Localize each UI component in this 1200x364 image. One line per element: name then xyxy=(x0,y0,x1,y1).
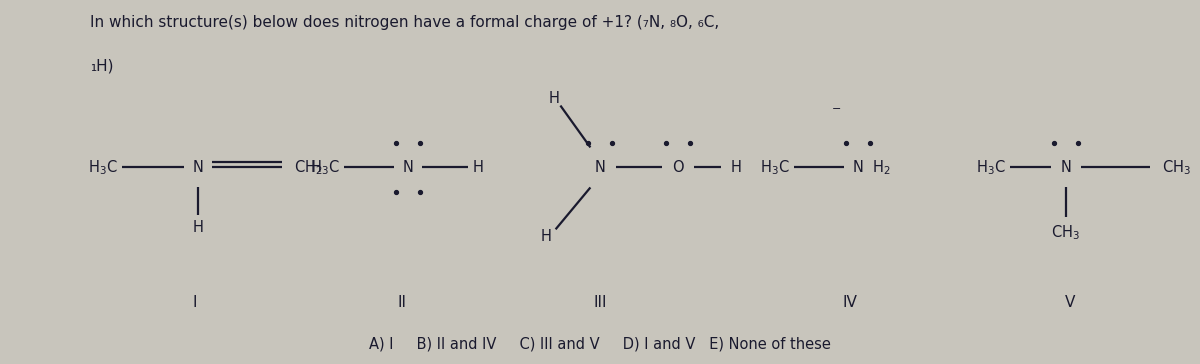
Text: H: H xyxy=(192,220,204,235)
Text: A) I     B) II and IV     C) III and V     D) I and V   E) None of these: A) I B) II and IV C) III and V D) I and … xyxy=(370,336,830,352)
Text: II: II xyxy=(397,294,407,310)
Text: −: − xyxy=(832,104,841,114)
Text: H$_3$C: H$_3$C xyxy=(88,158,118,177)
Text: CH$_3$: CH$_3$ xyxy=(1051,223,1080,242)
Text: N: N xyxy=(1060,160,1072,175)
Text: H$_3$C: H$_3$C xyxy=(760,158,790,177)
Text: I: I xyxy=(192,294,197,310)
Text: CH$_2$: CH$_2$ xyxy=(294,158,323,177)
Text: V: V xyxy=(1066,294,1075,310)
Text: H: H xyxy=(548,91,560,106)
Text: IV: IV xyxy=(842,294,857,310)
Text: H$_3$C: H$_3$C xyxy=(310,158,340,177)
Text: O: O xyxy=(672,160,684,175)
Text: N: N xyxy=(852,160,864,175)
Text: In which structure(s) below does nitrogen have a formal charge of +1? (₇N, ₈O, ₆: In which structure(s) below does nitroge… xyxy=(90,15,719,29)
Text: N: N xyxy=(192,160,204,175)
Text: CH$_3$: CH$_3$ xyxy=(1162,158,1190,177)
Text: H$_3$C: H$_3$C xyxy=(976,158,1006,177)
Text: H: H xyxy=(540,229,552,244)
Text: H: H xyxy=(472,160,484,175)
Text: H: H xyxy=(731,160,742,175)
Text: ₁H): ₁H) xyxy=(90,58,114,73)
Text: N: N xyxy=(402,160,414,175)
Text: N: N xyxy=(594,160,606,175)
Text: H$_2$: H$_2$ xyxy=(872,158,890,177)
Text: III: III xyxy=(593,294,607,310)
